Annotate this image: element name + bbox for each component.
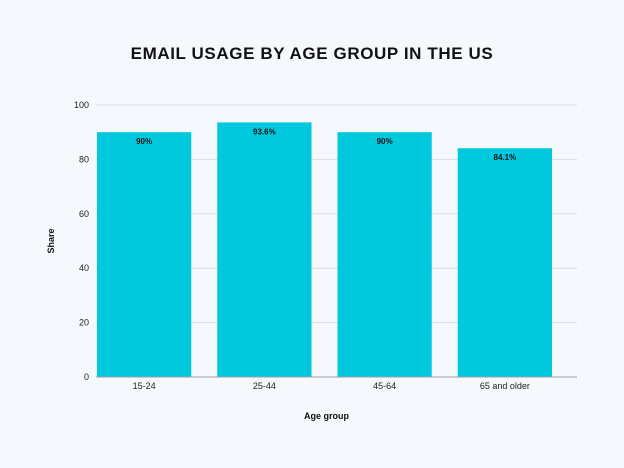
y-tick-label: 40 — [79, 263, 89, 273]
bar-value-label: 90% — [136, 137, 152, 146]
bar — [337, 132, 432, 377]
bar-value-label: 90% — [377, 137, 393, 146]
x-tick-label: 45-64 — [373, 381, 396, 391]
bar — [97, 132, 192, 377]
x-tick-label: 15-24 — [133, 381, 156, 391]
bar — [457, 148, 552, 377]
chart-title: EMAIL USAGE BY AGE GROUP IN THE US — [130, 44, 494, 63]
y-axis-title: Share — [46, 228, 56, 253]
bar — [217, 122, 312, 378]
bar-value-label: 84.1% — [494, 153, 517, 162]
bar-value-label: 93.6% — [253, 127, 276, 136]
x-tick-label: 25-44 — [253, 381, 276, 391]
y-tick-label: 100 — [74, 100, 89, 110]
y-tick-label: 60 — [79, 209, 89, 219]
y-tick-label: 0 — [84, 372, 89, 382]
x-axis-title: Age group — [304, 411, 349, 421]
y-tick-label: 80 — [79, 154, 89, 164]
x-tick-label: 65 and older — [480, 381, 530, 391]
y-tick-label: 20 — [79, 318, 89, 328]
